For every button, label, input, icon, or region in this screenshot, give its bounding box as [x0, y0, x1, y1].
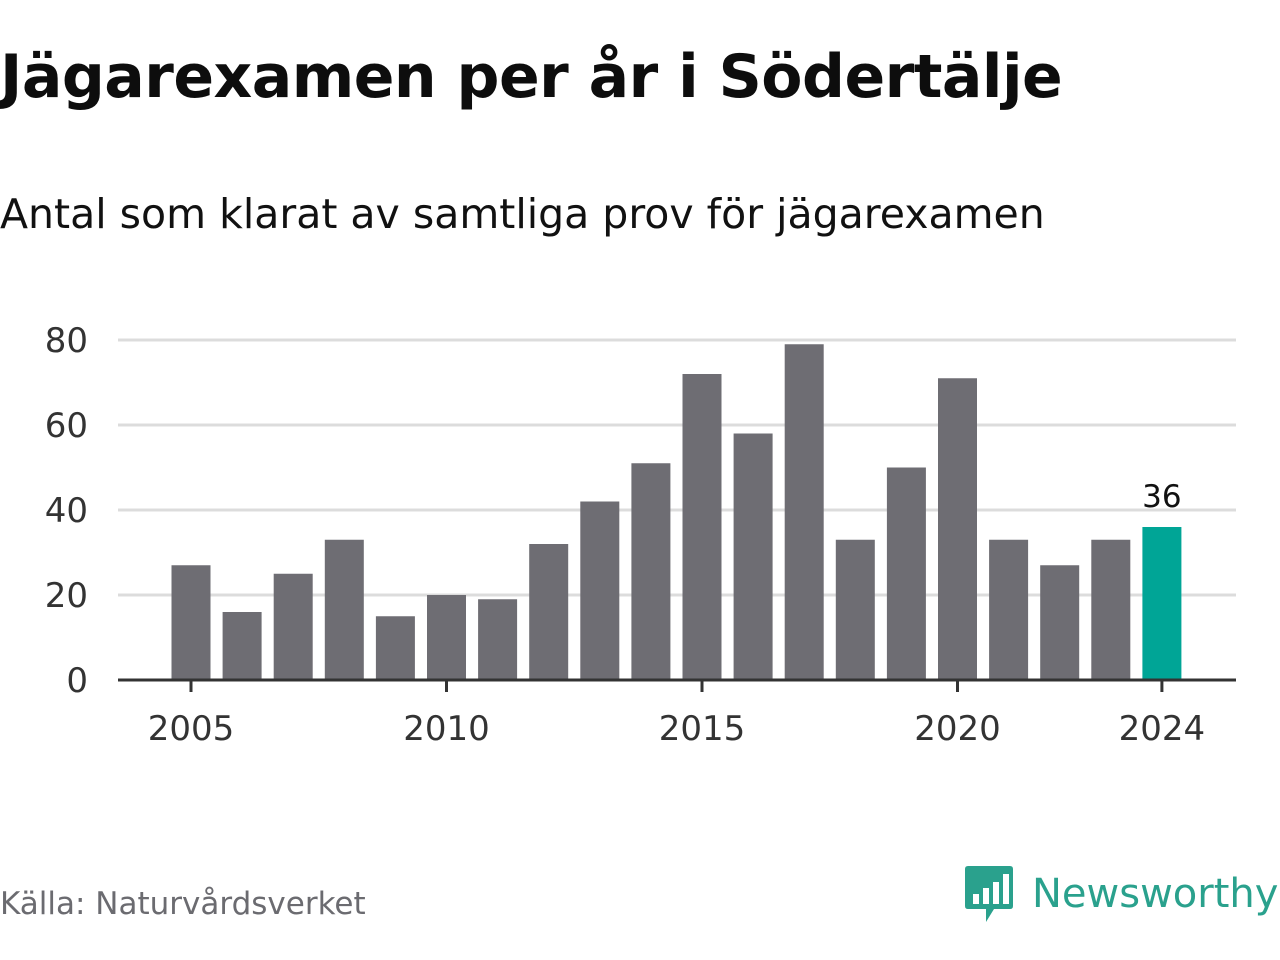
- bar: [784, 344, 824, 680]
- bar: [273, 573, 313, 680]
- bar: [222, 612, 262, 680]
- x-tick-label: 2005: [148, 709, 235, 749]
- bar: [324, 539, 364, 680]
- data-label: 36: [1142, 479, 1181, 515]
- y-tick-label: 80: [45, 321, 88, 361]
- x-tick-label: 2015: [659, 709, 746, 749]
- bar: [171, 565, 211, 680]
- bar: [886, 467, 926, 680]
- bar: [580, 501, 620, 680]
- chart-subtitle: Antal som klarat av samtliga prov för jä…: [0, 190, 1045, 238]
- bar: [835, 539, 875, 680]
- brand-name: Newsworthy: [1032, 871, 1279, 917]
- bar: [375, 616, 415, 680]
- y-tick-label: 20: [45, 576, 88, 616]
- brand-logo: Newsworthy: [964, 864, 1278, 924]
- bar: [1142, 527, 1182, 680]
- y-tick-label: 40: [45, 491, 88, 531]
- x-tick-label: 2024: [1119, 709, 1206, 749]
- y-tick-label: 0: [66, 661, 88, 701]
- bar: [1040, 565, 1080, 680]
- bar: [529, 544, 569, 680]
- bar: [631, 463, 671, 680]
- bar-chart-speech-bubble-icon: [965, 866, 1013, 922]
- x-tick-label: 2010: [403, 709, 490, 749]
- bar: [427, 595, 466, 680]
- y-tick-label: 60: [45, 406, 88, 446]
- bar: [989, 539, 1029, 680]
- bar: [938, 378, 977, 680]
- x-tick-label: 2020: [914, 709, 1001, 749]
- chart-title: Jägarexamen per år i Södertälje: [0, 42, 1063, 112]
- bar: [682, 374, 722, 680]
- bar: [733, 433, 773, 680]
- source-note: Källa: Naturvårdsverket: [0, 886, 366, 922]
- bar: [1091, 539, 1131, 680]
- bar: [478, 599, 518, 680]
